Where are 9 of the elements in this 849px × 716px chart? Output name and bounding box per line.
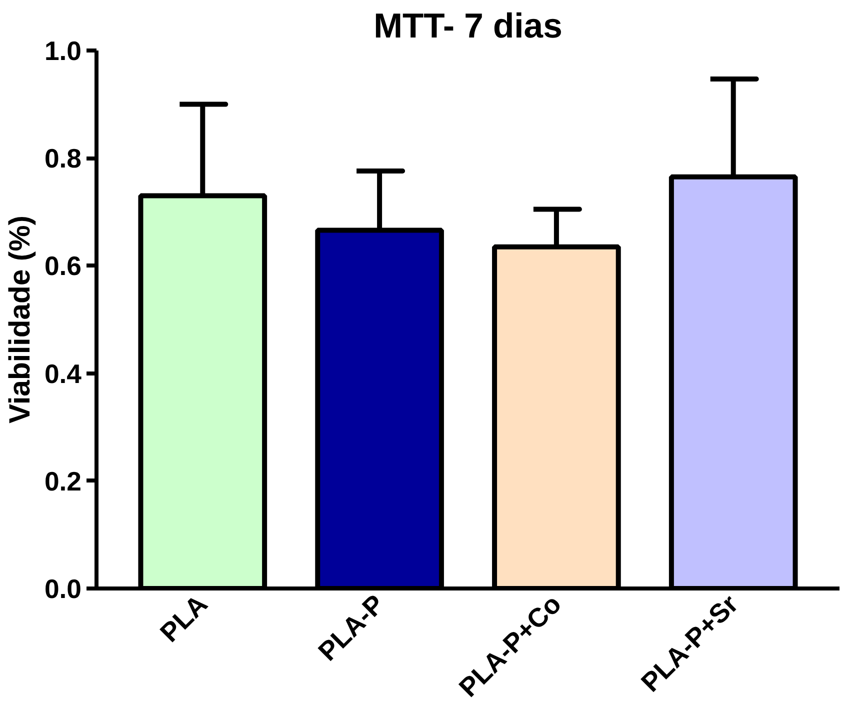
y-tick-label: 0.2	[44, 466, 82, 496]
y-tick-label: 1.0	[44, 36, 82, 66]
y-tick-label: 0.8	[44, 144, 82, 174]
y-tick-label: 0.0	[44, 574, 82, 604]
x-tick-label: PLA	[154, 588, 214, 648]
y-tick-label: 0.4	[44, 358, 82, 389]
y-axis-title: Viabilidade (%)	[3, 215, 36, 424]
chart-title: MTT- 7 dias	[374, 8, 562, 46]
y-tick-label: 0.6	[44, 251, 82, 282]
